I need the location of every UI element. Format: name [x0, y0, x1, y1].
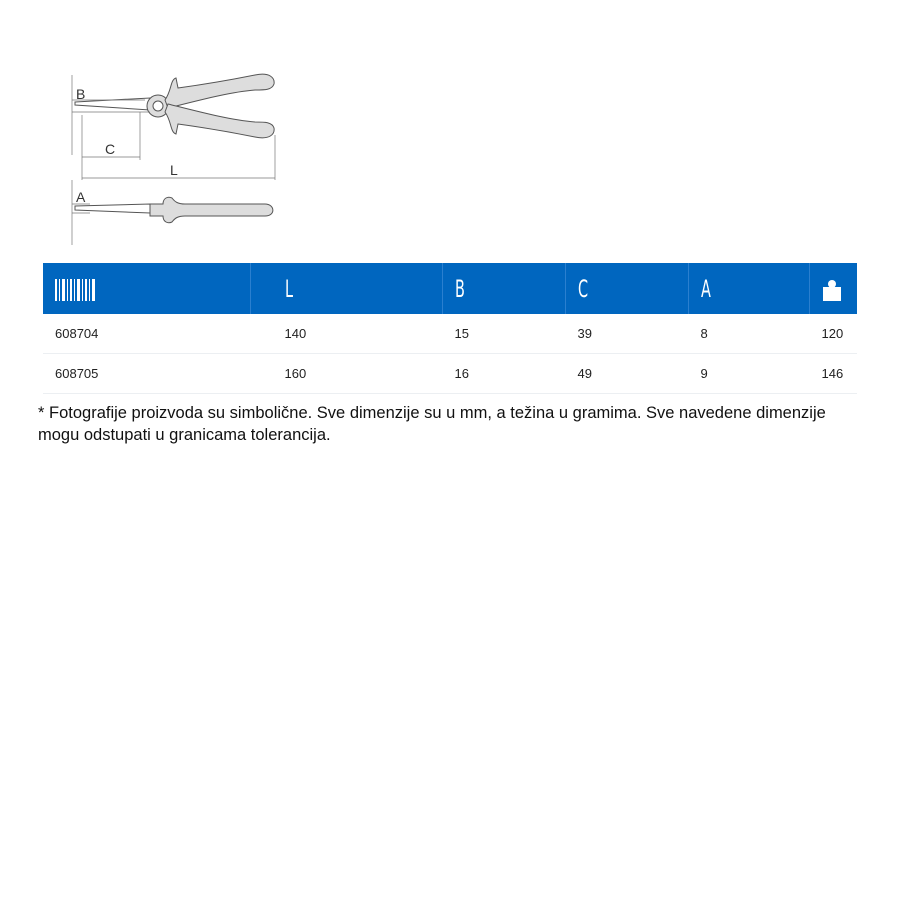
cell-weight: 120: [809, 314, 857, 354]
header-article-number: [43, 263, 251, 314]
header-weight: [809, 263, 857, 314]
header-b-label: B: [455, 274, 465, 303]
dimension-label-l: L: [170, 162, 178, 178]
header-a-label: A: [701, 274, 711, 303]
cell-b: 16: [442, 353, 566, 394]
barcode-icon: [55, 278, 95, 301]
cell-a: 8: [688, 314, 810, 354]
pliers-side-jaw: [74, 203, 151, 214]
table-row: 608704 140 15 39 8 120: [43, 314, 857, 354]
cell-article: 608704: [43, 314, 251, 354]
table-row: 608705 160 16 49 9 146: [43, 353, 857, 394]
disclaimer-note: * Fotografije proizvoda su simbolične. S…: [38, 404, 826, 444]
cell-l: 160: [250, 353, 443, 394]
pliers-side-handle: [149, 196, 274, 224]
specification-table: L B C A 608704 140 15 39 8 120 608705 16…: [43, 263, 857, 394]
cell-c: 49: [565, 353, 689, 394]
cell-a: 9: [688, 353, 810, 394]
header-l-label: L: [285, 274, 294, 303]
pliers-handle-lower: [164, 103, 275, 139]
header-c-label: C: [578, 274, 589, 303]
cell-weight: 146: [809, 353, 857, 394]
dimension-label-b: B: [76, 86, 85, 102]
weight-icon: [823, 279, 841, 301]
dimension-label-c: C: [105, 141, 115, 157]
header-c: C: [565, 263, 689, 314]
dimension-label-a: A: [76, 189, 86, 205]
pliers-handle-upper: [164, 73, 275, 109]
table-header-row: L B C A: [43, 263, 857, 314]
cell-l: 140: [250, 314, 443, 354]
pliers-dimension-drawing: B C L A: [71, 73, 276, 245]
cell-article: 608705: [43, 353, 251, 394]
header-l: L: [250, 263, 443, 314]
header-b: B: [442, 263, 566, 314]
header-a: A: [688, 263, 810, 314]
cell-c: 39: [565, 314, 689, 354]
cell-b: 15: [442, 314, 566, 354]
